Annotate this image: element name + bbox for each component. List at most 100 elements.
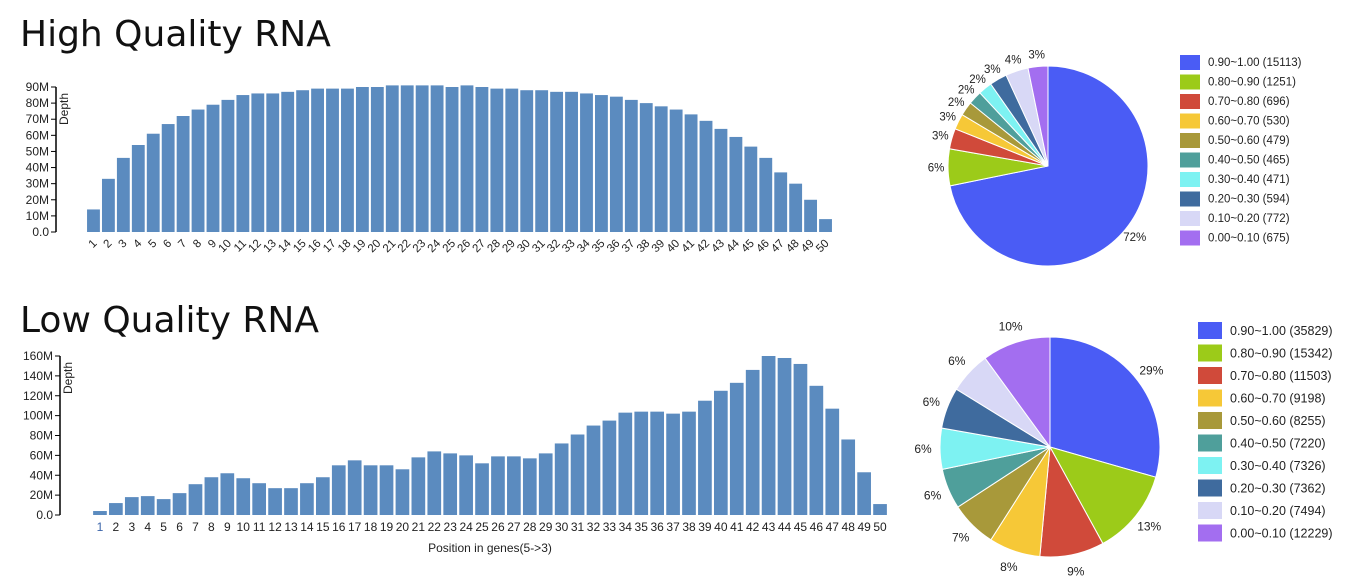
bar-1	[93, 511, 107, 515]
legend-swatch-0	[1180, 55, 1200, 70]
x-tick-label: 2	[102, 238, 115, 251]
bar-28	[522, 458, 537, 515]
bar-30	[554, 443, 569, 515]
legend-label-4: 0.50~0.60 (479)	[1208, 135, 1290, 147]
x-tick-label: 26	[491, 520, 505, 534]
y-axis-label: Depth	[57, 93, 71, 125]
bar-1	[87, 209, 100, 232]
bar-22	[400, 85, 414, 232]
x-axis-label: Position in genes(5->3)	[428, 541, 552, 555]
bar-39	[654, 106, 668, 232]
legend-label-5: 0.40~0.50 (465)	[1208, 155, 1290, 167]
bar-21	[385, 85, 399, 232]
bar-3	[124, 497, 139, 515]
y-tick-label: 60M	[26, 128, 49, 142]
bar-44	[777, 357, 792, 515]
pie-label-5: 2%	[958, 85, 975, 97]
x-tick-label: 11	[253, 520, 266, 534]
x-tick-label: 49	[857, 520, 871, 534]
legend-label-2: 0.70~0.80 (696)	[1208, 96, 1290, 108]
x-tick-label: 38	[682, 520, 696, 534]
legend-label-2: 0.70~0.80 (11503)	[1230, 369, 1332, 383]
x-tick-label: 28	[523, 520, 537, 534]
x-tick-label: 31	[571, 520, 585, 534]
x-tick-label: 16	[332, 520, 346, 534]
x-tick-label: 1	[87, 238, 100, 251]
y-tick-label: 60M	[30, 448, 53, 462]
x-tick-label: 5	[160, 520, 167, 534]
bar-49	[857, 472, 871, 515]
legend-swatch-1	[1198, 344, 1222, 362]
legend-swatch-3	[1198, 389, 1222, 407]
bar-40	[713, 390, 728, 515]
pie-label-6: 2%	[969, 74, 986, 86]
bar-45	[744, 146, 758, 232]
bar-25	[475, 463, 489, 515]
legend-swatch-5	[1180, 152, 1200, 168]
x-tick-label: 8	[208, 520, 215, 534]
bar-14	[281, 91, 295, 232]
bar-48	[789, 183, 803, 232]
bar-29	[538, 453, 553, 515]
bar-24	[459, 455, 473, 515]
x-tick-label: 32	[587, 520, 601, 534]
pie-label-3: 3%	[939, 111, 956, 123]
bar-8	[204, 477, 219, 515]
x-tick-label: 14	[300, 520, 314, 534]
bar-23	[415, 85, 429, 232]
bar-19	[355, 87, 369, 232]
y-tick-label: 70M	[26, 112, 49, 126]
pie-label-0: 72%	[1123, 232, 1146, 244]
bar-23	[443, 453, 458, 515]
x-tick-label: 43	[762, 520, 776, 534]
x-tick-label: 41	[730, 520, 744, 534]
x-tick-label: 48	[842, 520, 856, 534]
legend-swatch-1	[1180, 74, 1200, 90]
legend-label-0: 0.90~1.00 (15113)	[1208, 57, 1302, 69]
y-tick-label: 100M	[23, 409, 53, 423]
bar-33	[565, 91, 578, 232]
legend-label-7: 0.20~0.30 (594)	[1208, 194, 1290, 206]
bar-22	[427, 451, 442, 515]
legend-label-0: 0.90~1.00 (35829)	[1230, 324, 1333, 338]
x-tick-label: 27	[507, 520, 521, 534]
pie-label-3: 8%	[1000, 560, 1018, 574]
bar-32	[586, 425, 601, 515]
bar-17	[326, 88, 339, 232]
bar-35	[634, 411, 649, 515]
bar-13	[284, 488, 298, 515]
x-tick-label: 25	[475, 520, 489, 534]
bar-11	[236, 95, 250, 232]
bar-42	[699, 120, 713, 232]
bar-10	[221, 99, 235, 232]
x-tick-label: 47	[826, 520, 840, 534]
legend-label-5: 0.40~0.50 (7220)	[1230, 437, 1326, 451]
x-tick-label: 10	[237, 520, 251, 534]
x-tick-label: 2	[113, 520, 120, 534]
x-tick-label: 4	[144, 520, 151, 534]
bar-38	[682, 411, 696, 515]
x-tick-label: 22	[428, 520, 442, 534]
bar-6	[161, 124, 175, 232]
x-tick-label: 18	[364, 520, 378, 534]
y-tick-label: 40M	[30, 468, 53, 482]
y-tick-label: 0.0	[36, 508, 53, 522]
y-tick-label: 80M	[30, 429, 53, 443]
legend-label-8: 0.10~0.20 (7494)	[1230, 504, 1326, 518]
pie-slice-0	[1049, 336, 1161, 478]
bar-25	[445, 87, 459, 232]
y-tick-label: 40M	[26, 161, 49, 175]
x-tick-label: 37	[666, 520, 680, 534]
legend-swatch-4	[1180, 133, 1200, 148]
x-tick-label: 35	[635, 520, 649, 534]
high-quality-title: High Quality RNA	[20, 14, 331, 55]
x-tick-label: 23	[444, 520, 458, 534]
bar-7	[188, 484, 203, 515]
legend-swatch-2	[1198, 367, 1222, 384]
legend-label-8: 0.10~0.20 (772)	[1208, 213, 1290, 225]
pie-label-0: 29%	[1139, 364, 1163, 378]
bar-31	[570, 434, 585, 515]
x-tick-label: 50	[814, 238, 832, 256]
x-tick-label: 4	[131, 237, 144, 250]
